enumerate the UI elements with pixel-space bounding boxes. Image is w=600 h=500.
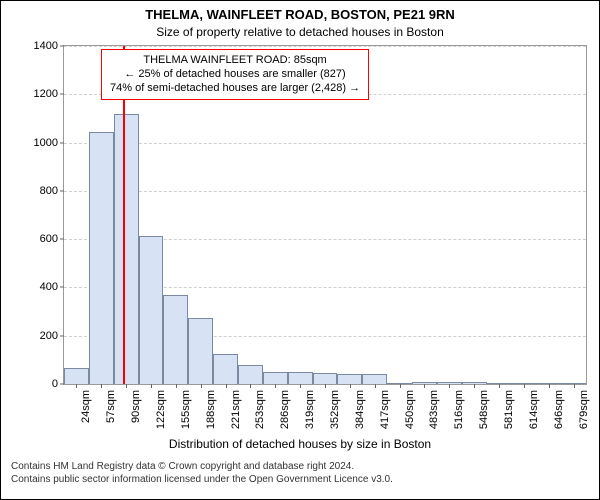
histogram-bar bbox=[313, 373, 338, 384]
x-tick-mark bbox=[176, 384, 177, 388]
y-tick-label: 1000 bbox=[34, 137, 58, 149]
chart-title-main: THELMA, WAINFLEET ROAD, BOSTON, PE21 9RN bbox=[1, 7, 599, 22]
x-tick-mark bbox=[300, 384, 301, 388]
histogram-bar bbox=[64, 368, 89, 384]
gridline bbox=[64, 191, 586, 192]
x-tick-mark bbox=[350, 384, 351, 388]
gridline bbox=[64, 46, 586, 47]
x-tick-mark bbox=[400, 384, 401, 388]
x-tick-label: 417sqm bbox=[379, 390, 391, 429]
x-tick-mark bbox=[151, 384, 152, 388]
x-tick-mark bbox=[499, 384, 500, 388]
attribution-line-1: Contains HM Land Registry data © Crown c… bbox=[11, 461, 393, 474]
histogram-bar bbox=[89, 132, 114, 384]
attribution-line-2: Contains public sector information licen… bbox=[11, 474, 393, 487]
histogram-bar bbox=[362, 374, 387, 384]
infobox-line-3: 74% of semi-detached houses are larger (… bbox=[110, 82, 360, 96]
y-tick-label: 400 bbox=[40, 281, 58, 293]
x-tick-mark bbox=[549, 384, 550, 388]
y-tick-mark bbox=[60, 239, 64, 240]
histogram-bar bbox=[114, 114, 139, 384]
x-tick-label: 90sqm bbox=[130, 390, 142, 423]
chart-title-sub: Size of property relative to detached ho… bbox=[1, 25, 599, 39]
x-tick-label: 679sqm bbox=[578, 390, 590, 429]
x-tick-mark bbox=[574, 384, 575, 388]
infobox-line-1: THELMA WAINFLEET ROAD: 85sqm bbox=[110, 54, 360, 68]
histogram-bar bbox=[263, 372, 288, 384]
gridline bbox=[64, 143, 586, 144]
histogram-bar bbox=[163, 295, 188, 384]
x-tick-mark bbox=[250, 384, 251, 388]
x-tick-label: 221sqm bbox=[230, 390, 242, 429]
x-axis-label: Distribution of detached houses by size … bbox=[1, 437, 599, 451]
x-tick-mark bbox=[201, 384, 202, 388]
x-tick-mark bbox=[76, 384, 77, 388]
y-tick-mark bbox=[60, 190, 64, 191]
y-tick-mark bbox=[60, 287, 64, 288]
y-tick-label: 200 bbox=[40, 330, 58, 342]
x-tick-label: 352sqm bbox=[329, 390, 341, 429]
x-tick-mark bbox=[275, 384, 276, 388]
infobox-line-2: ← 25% of detached houses are smaller (82… bbox=[110, 68, 360, 82]
attribution: Contains HM Land Registry data © Crown c… bbox=[11, 461, 393, 486]
x-tick-mark bbox=[101, 384, 102, 388]
x-tick-label: 155sqm bbox=[180, 390, 192, 429]
x-tick-label: 614sqm bbox=[528, 390, 540, 429]
x-tick-label: 253sqm bbox=[254, 390, 266, 429]
y-tick-label: 0 bbox=[52, 378, 58, 390]
x-tick-label: 581sqm bbox=[503, 390, 515, 429]
histogram-bar bbox=[288, 372, 313, 384]
y-tick-mark bbox=[60, 335, 64, 336]
x-tick-label: 57sqm bbox=[105, 390, 117, 423]
x-tick-label: 450sqm bbox=[404, 390, 416, 429]
x-tick-mark bbox=[375, 384, 376, 388]
x-tick-mark bbox=[325, 384, 326, 388]
marker-infobox: THELMA WAINFLEET ROAD: 85sqm ← 25% of de… bbox=[101, 49, 369, 100]
y-tick-mark bbox=[60, 94, 64, 95]
x-tick-label: 646sqm bbox=[553, 390, 565, 429]
x-tick-label: 319sqm bbox=[304, 390, 316, 429]
y-tick-mark bbox=[60, 46, 64, 47]
x-tick-mark bbox=[524, 384, 525, 388]
x-tick-mark bbox=[226, 384, 227, 388]
x-tick-mark bbox=[424, 384, 425, 388]
y-tick-mark bbox=[60, 142, 64, 143]
y-tick-label: 600 bbox=[40, 233, 58, 245]
x-tick-label: 483sqm bbox=[428, 390, 440, 429]
histogram-bar bbox=[337, 374, 362, 384]
x-tick-label: 384sqm bbox=[354, 390, 366, 429]
y-tick-label: 800 bbox=[40, 185, 58, 197]
x-tick-mark bbox=[474, 384, 475, 388]
histogram-bar bbox=[238, 365, 263, 384]
y-tick-label: 1400 bbox=[34, 40, 58, 52]
x-tick-mark bbox=[126, 384, 127, 388]
x-tick-label: 286sqm bbox=[279, 390, 291, 429]
x-tick-label: 24sqm bbox=[80, 390, 92, 423]
x-tick-label: 516sqm bbox=[453, 390, 465, 429]
x-tick-mark bbox=[449, 384, 450, 388]
histogram-bar bbox=[213, 354, 238, 384]
x-tick-label: 122sqm bbox=[155, 390, 167, 429]
histogram-bar bbox=[139, 236, 164, 384]
y-tick-label: 1200 bbox=[34, 88, 58, 100]
x-tick-label: 548sqm bbox=[478, 390, 490, 429]
chart-container: { "title": { "main": "THELMA, WAINFLEET … bbox=[0, 0, 600, 500]
x-tick-label: 188sqm bbox=[205, 390, 217, 429]
histogram-bar bbox=[188, 318, 213, 384]
